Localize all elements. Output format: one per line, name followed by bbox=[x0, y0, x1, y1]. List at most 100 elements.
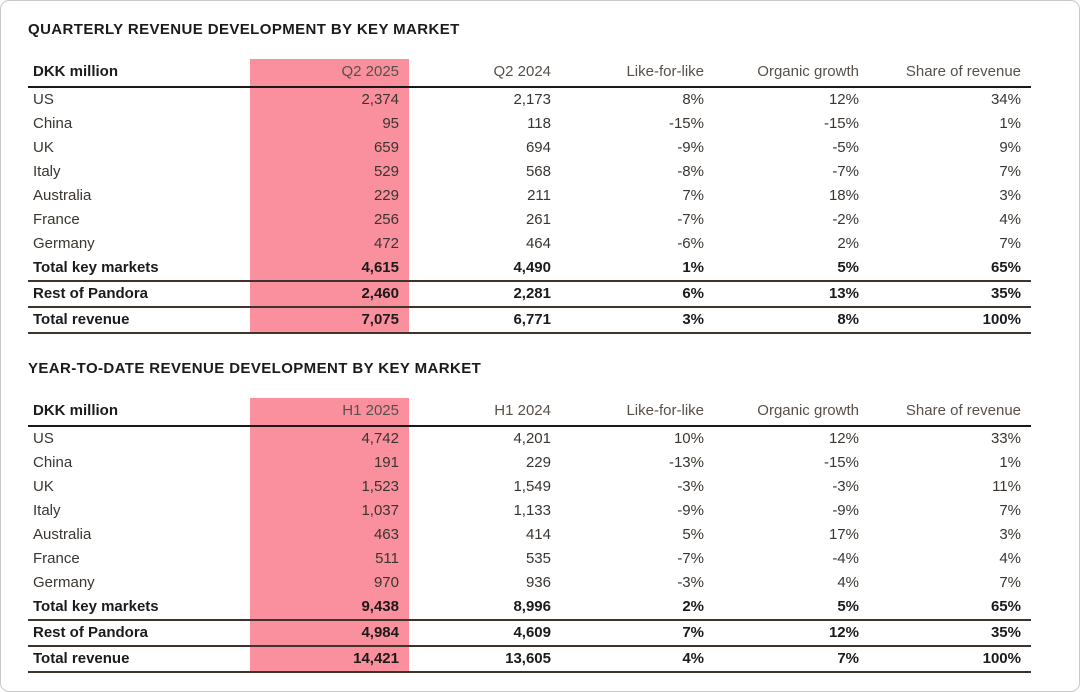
cell-value: 7% bbox=[999, 502, 1021, 519]
table-row: Total revenue 7,075 6,771 3% 8% 100% bbox=[28, 307, 1031, 334]
table-row: Italy 529 568 -8% -7% 7% bbox=[28, 160, 1031, 184]
cell-value: 229 bbox=[250, 184, 409, 208]
cell-value: 100% bbox=[869, 307, 1031, 334]
table-row: Australia 229 211 7% 18% 3% bbox=[28, 184, 1031, 208]
quarterly-revenue-section: QUARTERLY REVENUE DEVELOPMENT BY KEY MAR… bbox=[28, 21, 1031, 334]
cell-value: -13% bbox=[668, 454, 704, 471]
row-label: Total key markets bbox=[28, 595, 250, 621]
row-label: UK bbox=[33, 478, 54, 495]
cell-value: 7% bbox=[682, 187, 704, 204]
section-title-quarterly: QUARTERLY REVENUE DEVELOPMENT BY KEY MAR… bbox=[28, 21, 460, 38]
table-header-row: DKK million Q2 2025 Q2 2024 Like-for-like Or… bbox=[28, 59, 1031, 88]
cell-value: 12% bbox=[714, 620, 869, 647]
cell-value: 13,605 bbox=[409, 646, 561, 673]
cell-value: 1,037 bbox=[250, 499, 409, 523]
row-label: Italy bbox=[33, 163, 61, 180]
cell-value: 65% bbox=[869, 256, 1031, 282]
column-header: H1 2024 bbox=[409, 398, 561, 427]
column-header: Organic growth bbox=[714, 59, 869, 88]
table-row: Total revenue 14,421 13,605 4% 7% 100% bbox=[28, 646, 1031, 673]
cell-value: 3% bbox=[999, 526, 1021, 543]
unit-header: DKK million bbox=[28, 59, 250, 88]
cell-value: 4,984 bbox=[250, 620, 409, 647]
quarterly-revenue-table: DKK million Q2 2025 Q2 2024 Like-for-like Or… bbox=[28, 59, 1031, 334]
cell-value: 2,281 bbox=[409, 281, 561, 308]
row-label: Germany bbox=[33, 574, 95, 591]
cell-value: 261 bbox=[525, 211, 551, 228]
cell-value: 9% bbox=[999, 139, 1021, 156]
cell-value: 1,549 bbox=[513, 478, 551, 495]
cell-value: -15% bbox=[823, 454, 859, 471]
column-header-highlighted: H1 2025 bbox=[250, 398, 409, 427]
cell-value: -7% bbox=[677, 550, 704, 567]
cell-value: 12% bbox=[828, 430, 859, 447]
table-row: Germany 970 936 -3% 4% 7% bbox=[28, 571, 1031, 595]
cell-value: 1% bbox=[999, 115, 1021, 132]
cell-value: -7% bbox=[677, 211, 704, 228]
unit-header: DKK million bbox=[28, 398, 250, 427]
cell-value: 694 bbox=[525, 139, 551, 156]
cell-value: 5% bbox=[714, 595, 869, 621]
column-header: Like-for-like bbox=[561, 59, 714, 88]
cell-value: 970 bbox=[250, 571, 409, 595]
column-header: Organic growth bbox=[714, 398, 869, 427]
cell-value: 10% bbox=[673, 430, 704, 447]
row-label: Australia bbox=[33, 187, 92, 204]
cell-value: 463 bbox=[250, 523, 409, 547]
cell-value: 65% bbox=[869, 595, 1031, 621]
cell-value: 34% bbox=[990, 91, 1021, 108]
cell-value: 229 bbox=[525, 454, 551, 471]
cell-value: 2,173 bbox=[513, 91, 551, 108]
cell-value: 529 bbox=[250, 160, 409, 184]
cell-value: 9,438 bbox=[250, 595, 409, 621]
cell-value: -3% bbox=[832, 478, 859, 495]
cell-value: -3% bbox=[677, 574, 704, 591]
cell-value: 2% bbox=[561, 595, 714, 621]
cell-value: 256 bbox=[250, 208, 409, 232]
cell-value: 35% bbox=[869, 281, 1031, 308]
table-row: US 4,742 4,201 10% 12% 33% bbox=[28, 426, 1031, 451]
cell-value: 14,421 bbox=[250, 646, 409, 673]
row-label: Total revenue bbox=[28, 646, 250, 673]
row-label: Australia bbox=[33, 526, 92, 543]
cell-value: 4,742 bbox=[250, 426, 409, 451]
table-row: France 511 535 -7% -4% 4% bbox=[28, 547, 1031, 571]
cell-value: 17% bbox=[828, 526, 859, 543]
cell-value: 4% bbox=[561, 646, 714, 673]
cell-value: 100% bbox=[869, 646, 1031, 673]
cell-value: 2% bbox=[837, 235, 859, 252]
row-label: US bbox=[33, 91, 54, 108]
cell-value: 4,615 bbox=[250, 256, 409, 282]
table-row: Total key markets 4,615 4,490 1% 5% 65% bbox=[28, 256, 1031, 282]
cell-value: -5% bbox=[832, 139, 859, 156]
cell-value: 3% bbox=[561, 307, 714, 334]
column-header: Q2 2024 bbox=[409, 59, 561, 88]
table-header-row: DKK million H1 2025 H1 2024 Like-for-like Or… bbox=[28, 398, 1031, 427]
cell-value: 35% bbox=[869, 620, 1031, 647]
cell-value: 6% bbox=[561, 281, 714, 308]
cell-value: -15% bbox=[668, 115, 704, 132]
row-label: Rest of Pandora bbox=[28, 620, 250, 647]
table-row: France 256 261 -7% -2% 4% bbox=[28, 208, 1031, 232]
section-title-year-to-date: YEAR-TO-DATE REVENUE DEVELOPMENT BY KEY … bbox=[28, 360, 482, 377]
table-row: Total key markets 9,438 8,996 2% 5% 65% bbox=[28, 595, 1031, 621]
cell-value: 4% bbox=[999, 550, 1021, 567]
cell-value: 6,771 bbox=[409, 307, 561, 334]
cell-value: -6% bbox=[677, 235, 704, 252]
cell-value: 568 bbox=[525, 163, 551, 180]
row-label: Total revenue bbox=[28, 307, 250, 334]
cell-value: 4,201 bbox=[513, 430, 551, 447]
cell-value: 4,609 bbox=[409, 620, 561, 647]
year-to-date-revenue-section: YEAR-TO-DATE REVENUE DEVELOPMENT BY KEY … bbox=[28, 360, 1031, 673]
cell-value: 1% bbox=[999, 454, 1021, 471]
table-row: Italy 1,037 1,133 -9% -9% 7% bbox=[28, 499, 1031, 523]
table-row: China 95 118 -15% -15% 1% bbox=[28, 112, 1031, 136]
cell-value: 4,490 bbox=[409, 256, 561, 282]
row-label: US bbox=[33, 430, 54, 447]
column-header-highlighted: Q2 2025 bbox=[250, 59, 409, 88]
cell-value: 2,460 bbox=[250, 281, 409, 308]
cell-value: -3% bbox=[677, 478, 704, 495]
cell-value: 2,374 bbox=[250, 87, 409, 112]
row-label: Rest of Pandora bbox=[28, 281, 250, 308]
column-header: Like-for-like bbox=[561, 398, 714, 427]
